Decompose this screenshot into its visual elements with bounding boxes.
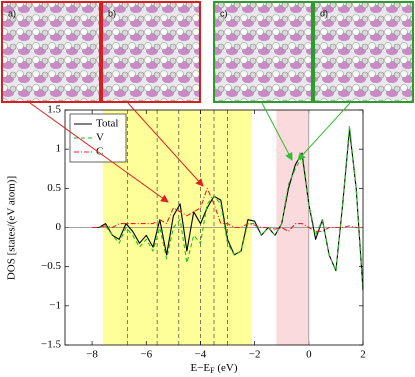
x-tick-label: 2 <box>360 349 366 361</box>
legend-label: C <box>96 146 103 158</box>
x-tick-label: 0 <box>306 349 312 361</box>
arrow <box>297 102 351 161</box>
x-label-sub: F <box>210 366 215 375</box>
plot-frame <box>64 109 364 346</box>
y-tick-label: 1 <box>56 143 62 155</box>
x-tick-label: −2 <box>249 349 261 361</box>
panel-label: b) <box>108 8 116 18</box>
panel-label: d) <box>320 8 328 18</box>
arrows <box>29 102 351 203</box>
panel-label: c) <box>220 8 228 18</box>
y-tick-label: 1.5 <box>47 104 61 116</box>
arrow <box>261 102 293 161</box>
panel-c <box>213 1 313 103</box>
x-tick-label: −8 <box>86 349 98 361</box>
arrow <box>29 102 169 203</box>
legend-label: Total <box>96 118 118 130</box>
plot: −1.5 −1 −0.5 0 0.5 1 1.5 −8 −6 −4 −2 0 2 Total VC <box>41 104 366 361</box>
y-tick-label: 0 <box>56 221 62 233</box>
x-label-part: E−E <box>190 362 210 374</box>
arrow <box>127 102 204 187</box>
x-tick-label: −6 <box>140 349 152 361</box>
y-tick-label: −0.5 <box>41 260 61 272</box>
x-label-part: (eV) <box>215 362 238 374</box>
panel-label: a) <box>8 8 16 18</box>
x-tick-label: −4 <box>195 349 207 361</box>
panels: a) b) c) d) <box>1 1 414 103</box>
y-tick-label: −1 <box>49 299 61 311</box>
series-line <box>92 125 364 291</box>
panel-b <box>101 1 201 103</box>
y-tick-label: 0.5 <box>47 182 61 194</box>
x-axis-label: E−EF (eV) <box>190 362 237 375</box>
series-line <box>92 187 363 232</box>
panel-d <box>313 1 414 103</box>
panel-a <box>1 1 101 103</box>
legend-label: V <box>96 132 104 144</box>
series-line <box>92 129 364 291</box>
y-axis-label: DOS [states/(eV atom)] <box>6 176 18 280</box>
y-tick-label: −1.5 <box>41 339 61 351</box>
